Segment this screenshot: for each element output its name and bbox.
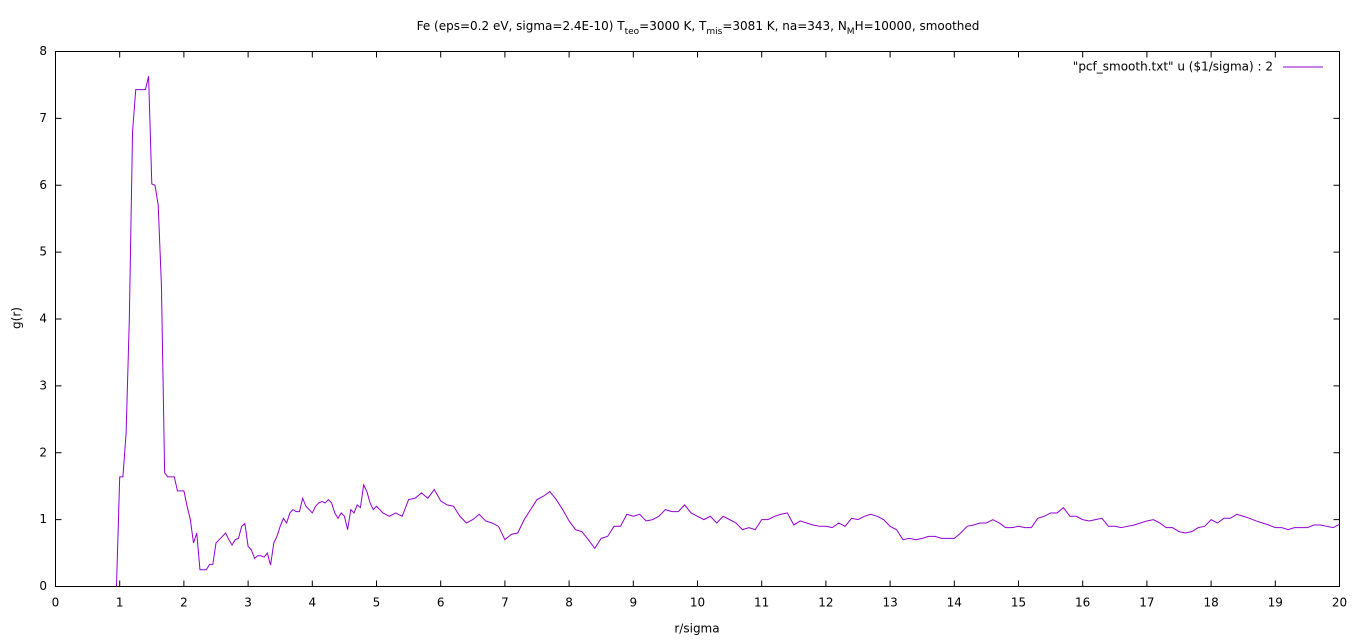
x-tick-label: 18: [1203, 596, 1218, 610]
x-tick-label: 11: [754, 596, 769, 610]
x-tick-label: 1: [116, 596, 124, 610]
y-tick-label: 3: [39, 378, 47, 392]
chart-title: Fe (eps=0.2 eV, sigma=2.4E-10) Tteo=3000…: [417, 19, 980, 37]
y-tick-label: 6: [39, 178, 47, 192]
x-tick-label: 16: [1075, 596, 1090, 610]
x-tick-label: 2: [180, 596, 188, 610]
y-tick-label: 7: [39, 111, 47, 125]
title-part: =3000 K, T: [639, 19, 707, 33]
title-subscript: teo: [625, 27, 640, 37]
plot-frame: [55, 51, 1340, 587]
x-tick-label: 13: [882, 596, 897, 610]
x-tick-label: 14: [947, 596, 962, 610]
x-tick-label: 7: [501, 596, 509, 610]
y-tick-label: 1: [39, 512, 47, 526]
y-tick-label: 2: [39, 445, 47, 459]
x-tick-label: 5: [373, 596, 381, 610]
data-line: [115, 76, 1340, 587]
title-subscript: mis: [706, 27, 722, 37]
x-tick-label: 15: [1011, 596, 1026, 610]
x-tick-label: 3: [244, 596, 252, 610]
title-part: Fe (eps=0.2 eV, sigma=2.4E-10) T: [417, 19, 626, 33]
y-tick-label: 8: [39, 44, 47, 58]
y-tick-label: 5: [39, 245, 47, 259]
x-tick-label: 9: [629, 596, 637, 610]
x-tick-label: 17: [1139, 596, 1154, 610]
y-tick-label: 4: [39, 312, 47, 326]
x-tick-label: 8: [565, 596, 573, 610]
y-tick-label: 0: [39, 579, 47, 593]
x-tick-label: 4: [308, 596, 316, 610]
x-tick-label: 19: [1268, 596, 1283, 610]
x-tick-label: 6: [437, 596, 445, 610]
x-tick-label: 12: [818, 596, 833, 610]
title-part: H=10000, smoothed: [855, 19, 980, 33]
title-part: =3081 K, na=343, N: [722, 19, 846, 33]
title-subscript: M: [847, 27, 855, 37]
x-tick-label: 10: [690, 596, 705, 610]
y-axis-label: g(r): [10, 307, 24, 329]
x-tick-label: 20: [1332, 596, 1347, 610]
x-tick-label: 0: [52, 596, 60, 610]
legend-label: "pcf_smooth.txt" u ($1/sigma) : 2: [1073, 60, 1273, 74]
x-axis-label: r/sigma: [674, 622, 719, 636]
